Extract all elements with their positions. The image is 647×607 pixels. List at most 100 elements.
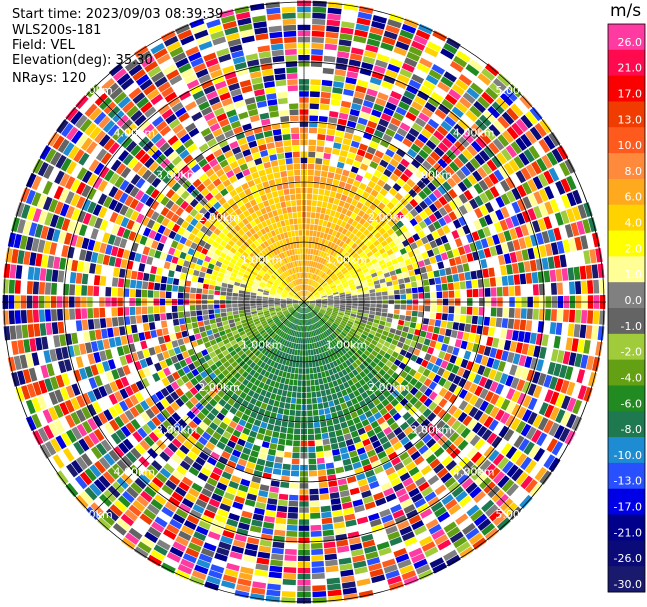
ray-gate xyxy=(401,570,417,581)
ray-gate xyxy=(365,274,372,280)
ray-gate xyxy=(350,328,357,334)
ray-gate xyxy=(382,389,391,398)
ray-gate xyxy=(366,216,374,224)
ray-gate xyxy=(309,303,315,306)
ray-gate xyxy=(550,282,557,295)
ray-gate xyxy=(307,293,312,298)
ray-gate xyxy=(214,304,220,309)
ray-gate xyxy=(305,350,309,356)
ray-gate xyxy=(508,159,520,172)
ray-gate xyxy=(335,63,348,71)
ray-gate xyxy=(365,208,374,216)
ray-gate xyxy=(512,239,521,251)
ray-gate xyxy=(394,514,408,525)
ray-gate xyxy=(331,312,338,316)
ray-gate xyxy=(312,274,316,280)
ray-gate xyxy=(171,256,179,264)
ray-gate xyxy=(459,546,474,559)
ray-gate xyxy=(458,400,468,411)
ray-gate xyxy=(238,290,245,294)
ray-gate xyxy=(214,308,221,314)
ray-gate xyxy=(310,311,315,317)
ray-gate xyxy=(410,242,418,250)
ray-gate xyxy=(367,120,378,129)
ray-gate xyxy=(462,522,476,535)
ray-gate xyxy=(89,263,97,274)
ray-gate xyxy=(387,63,401,73)
ray-gate xyxy=(376,541,390,551)
ray-gate xyxy=(332,217,339,224)
ray-gate xyxy=(466,233,475,244)
ray-gate xyxy=(309,299,316,301)
ray-gate xyxy=(429,285,436,292)
ray-gate xyxy=(424,123,436,134)
ray-gate xyxy=(321,305,328,308)
ray-gate xyxy=(327,356,333,363)
ray-gate xyxy=(434,506,447,518)
ray-gate xyxy=(316,206,322,213)
ray-gate xyxy=(336,57,349,65)
ray-gate xyxy=(346,525,359,533)
ray-gate xyxy=(354,381,362,389)
ray-gate xyxy=(432,348,440,357)
ray-gate xyxy=(448,306,455,314)
ray-gate xyxy=(525,320,533,332)
ray-gate xyxy=(356,258,364,265)
ray-gate xyxy=(373,129,384,139)
ray-gate xyxy=(136,280,143,289)
ray-gate xyxy=(396,255,404,263)
ray-gate xyxy=(305,284,308,291)
ray-gate xyxy=(453,468,466,481)
ray-gate xyxy=(429,355,438,364)
ray-gate xyxy=(295,361,300,368)
ray-gate xyxy=(468,210,478,221)
ray-gate xyxy=(57,283,64,295)
ray-gate xyxy=(396,324,404,331)
ray-gate xyxy=(437,185,447,195)
ray-gate xyxy=(315,237,320,244)
ray-gate xyxy=(262,415,270,423)
ray-gate xyxy=(391,380,400,389)
ray-gate xyxy=(457,473,470,485)
ray-gate xyxy=(339,308,345,312)
ray-gate xyxy=(330,374,336,382)
ray-gate xyxy=(462,224,471,235)
ray-gate xyxy=(331,257,337,264)
ray-gate xyxy=(372,580,388,589)
ray-gate xyxy=(308,458,317,465)
ray-gate xyxy=(329,437,338,444)
ray-gate xyxy=(336,161,345,169)
ray-gate xyxy=(273,462,283,470)
ray-gate xyxy=(366,224,375,232)
ray-gate xyxy=(336,315,343,320)
ray-gate xyxy=(398,101,410,111)
ray-gate xyxy=(306,260,310,267)
ray-gate xyxy=(538,203,548,217)
ray-gate xyxy=(331,324,337,329)
ray-gate xyxy=(339,149,348,158)
ray-gate xyxy=(457,119,470,131)
ray-gate xyxy=(353,264,361,271)
ray-gate xyxy=(357,309,364,313)
ray-gate xyxy=(120,258,128,269)
ray-gate xyxy=(300,344,303,350)
ray-gate xyxy=(370,376,379,385)
ray-gate xyxy=(410,143,421,154)
ray-gate xyxy=(117,307,124,317)
ray-gate xyxy=(400,95,413,106)
ray-gate xyxy=(340,277,346,282)
ray-gate xyxy=(352,303,358,307)
ray-gate xyxy=(383,564,398,574)
ray-gate xyxy=(503,428,515,442)
ray-gate xyxy=(378,368,387,377)
ray-gate xyxy=(533,142,546,157)
ray-gate xyxy=(274,419,282,427)
ray-gate xyxy=(309,297,315,300)
ray-gate xyxy=(338,484,349,492)
ray-gate xyxy=(305,307,307,314)
ray-gate xyxy=(451,486,464,498)
ray-gate xyxy=(553,227,562,241)
ray-gate xyxy=(335,351,342,359)
ray-gate xyxy=(309,303,316,305)
ray-gate xyxy=(305,254,308,260)
